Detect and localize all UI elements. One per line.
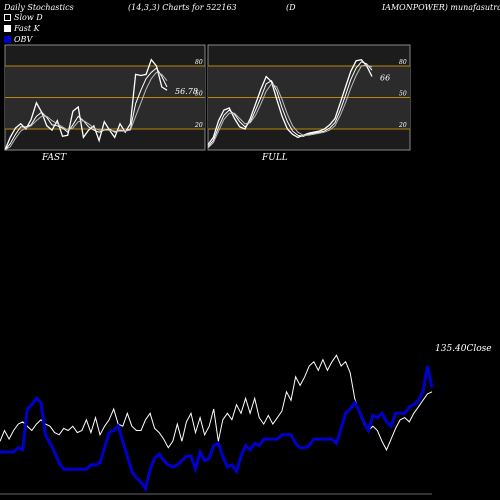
ytick-label: 50 xyxy=(195,91,203,98)
legend-obv-label: OBV xyxy=(14,35,33,44)
fast-k-swatch xyxy=(4,25,11,32)
last-value-label: 56.78 xyxy=(175,87,198,96)
obv-swatch xyxy=(4,36,11,43)
stoch-series-line xyxy=(4,71,168,151)
legend-obv: OBV xyxy=(4,35,32,44)
legend-slow-d-label: Slow D xyxy=(14,13,43,22)
ytick-label: 80 xyxy=(399,59,407,66)
chart-params: (14,3,3) Charts for 522163 xyxy=(128,3,237,12)
close-price-line xyxy=(0,354,433,452)
ytick-label: 80 xyxy=(195,59,203,66)
slow-d-swatch xyxy=(4,14,11,21)
close-value-label: 135.40Close xyxy=(435,344,492,354)
ytick-label: 20 xyxy=(398,122,407,129)
symbol-open: (D xyxy=(286,3,296,12)
legend-fast-k: Fast K xyxy=(4,24,40,33)
stoch-series-line xyxy=(207,61,373,148)
stoch-series-line xyxy=(207,58,373,146)
source-label: IAMONPOWER) munafasutra.c xyxy=(382,3,500,12)
stoch-series-line xyxy=(4,67,168,151)
full-panel-label: FULL xyxy=(261,153,288,163)
ytick-label: 50 xyxy=(399,91,407,98)
legend-slow-d: Slow D xyxy=(4,13,43,22)
legend-fast-k-label: Fast K xyxy=(14,24,40,33)
stoch-series-line xyxy=(4,58,168,151)
ytick-label: 20 xyxy=(194,122,203,129)
chart-title: Daily Stochastics xyxy=(4,3,74,12)
stoch-series-line xyxy=(207,64,373,149)
obv-line xyxy=(0,365,434,493)
fast-panel-label: FAST xyxy=(41,153,67,163)
last-value-label: 66 xyxy=(380,74,390,83)
